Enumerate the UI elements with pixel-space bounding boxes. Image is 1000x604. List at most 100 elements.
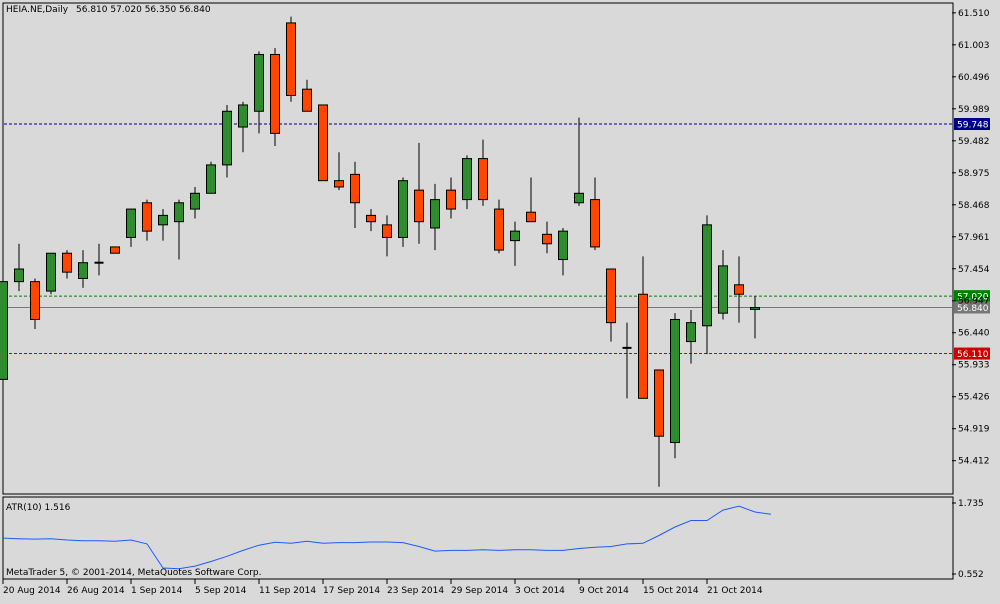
price-tick-label: 56.440 (958, 329, 990, 339)
candle-body (526, 211, 536, 223)
price-level-label: 59.748 (957, 121, 989, 131)
price-tick-label: 59.989 (958, 105, 990, 115)
candle-body (222, 110, 232, 166)
candle[interactable] (350, 161, 360, 228)
candle[interactable] (542, 221, 552, 254)
candle-body (382, 224, 392, 238)
candle[interactable] (334, 152, 344, 191)
candle[interactable] (430, 183, 440, 251)
candle-body (142, 202, 152, 232)
candle[interactable] (734, 256, 744, 323)
candle-body (238, 104, 248, 128)
candle[interactable] (478, 139, 488, 206)
candle-body (558, 230, 568, 261)
candle[interactable] (382, 215, 392, 257)
candle[interactable] (94, 243, 104, 276)
candle[interactable] (190, 186, 200, 219)
candle[interactable] (78, 250, 88, 288)
candle[interactable] (686, 310, 696, 364)
price-tick-label: 59.482 (958, 137, 990, 147)
candle[interactable] (46, 252, 56, 295)
candle[interactable] (238, 101, 248, 153)
candle[interactable] (462, 155, 472, 210)
time-tick-label: 17 Sep 2014 (323, 586, 380, 596)
time-tick-label: 3 Oct 2014 (515, 586, 565, 596)
candle[interactable] (206, 161, 216, 194)
candle-body (750, 306, 760, 310)
price-level-badge (954, 301, 990, 314)
candle-body (654, 369, 664, 437)
candle-body (702, 224, 712, 327)
price-level-badge (954, 118, 990, 131)
atr-axis-bottom-label: 0.552 (958, 570, 984, 580)
candle[interactable] (622, 322, 632, 399)
price-level-label: 56.110 (957, 350, 989, 360)
candle[interactable] (526, 177, 536, 223)
time-tick-label: 29 Sep 2014 (451, 586, 508, 596)
candle[interactable] (30, 278, 40, 329)
candle-body (14, 268, 24, 283)
candle[interactable] (270, 48, 280, 146)
candle[interactable] (14, 243, 24, 292)
candle[interactable] (446, 177, 456, 219)
candle[interactable] (638, 256, 648, 399)
candle[interactable] (702, 215, 712, 355)
time-tick-label: 11 Sep 2014 (259, 586, 316, 596)
candle[interactable] (286, 16, 296, 102)
atr-pane[interactable] (2, 496, 954, 580)
time-tick-label: 1 Sep 2014 (131, 586, 183, 596)
price-tick-label: 61.003 (958, 41, 990, 51)
candle[interactable] (254, 51, 264, 134)
candle-body (606, 268, 616, 324)
time-tick-label: 20 Aug 2014 (3, 586, 61, 596)
candle[interactable] (558, 227, 568, 276)
price-pane[interactable] (2, 2, 954, 495)
candle[interactable] (718, 250, 728, 320)
candle[interactable] (494, 199, 504, 254)
candle-body (494, 208, 504, 251)
price-tick-label: 55.426 (958, 393, 990, 403)
candle[interactable] (126, 208, 136, 247)
candle[interactable] (318, 104, 328, 182)
candle[interactable] (606, 268, 616, 342)
candle-body (110, 246, 120, 254)
time-tick-label: 21 Oct 2014 (707, 586, 763, 596)
price-tick-label: 58.468 (958, 201, 990, 211)
candle[interactable] (222, 104, 232, 178)
candle[interactable] (62, 250, 72, 279)
candle[interactable] (302, 79, 312, 112)
candle[interactable] (574, 117, 584, 206)
candle[interactable] (110, 246, 120, 254)
time-tick-label: 15 Oct 2014 (643, 586, 699, 596)
price-tick-label: 56.947 (958, 297, 990, 307)
copyright-text: MetaTrader 5, © 2001-2014, MetaQuotes So… (6, 568, 262, 578)
candle-body (670, 318, 680, 444)
time-axis: 20 Aug 2014 26 Aug 2014 1 Sep 2014 5 Sep 20… (2, 579, 763, 596)
candle[interactable] (654, 369, 664, 487)
candle[interactable] (590, 177, 600, 251)
candle[interactable] (142, 199, 152, 241)
candle[interactable] (750, 296, 760, 339)
time-tick-label: 5 Sep 2014 (195, 586, 247, 596)
candle-body (510, 230, 520, 242)
price-level-label: 57.020 (957, 293, 989, 303)
candle[interactable] (0, 281, 8, 380)
candle[interactable] (398, 177, 408, 247)
candle-body (206, 164, 216, 194)
candle[interactable] (414, 142, 424, 244)
candles (0, 16, 760, 487)
candle-body (446, 189, 456, 210)
candle[interactable] (510, 221, 520, 266)
time-tick-label: 23 Sep 2014 (387, 586, 444, 596)
candle-body (366, 214, 376, 223)
atr-line (2, 505, 772, 570)
candle[interactable] (158, 209, 168, 241)
candle[interactable] (670, 313, 680, 459)
chart-header-ohlc: 56.810 57.020 56.350 56.840 (76, 5, 211, 15)
candle[interactable] (366, 209, 376, 232)
candle-body (254, 53, 264, 112)
candle[interactable] (174, 199, 184, 260)
candle-body (478, 158, 488, 201)
candle-body (734, 284, 744, 295)
